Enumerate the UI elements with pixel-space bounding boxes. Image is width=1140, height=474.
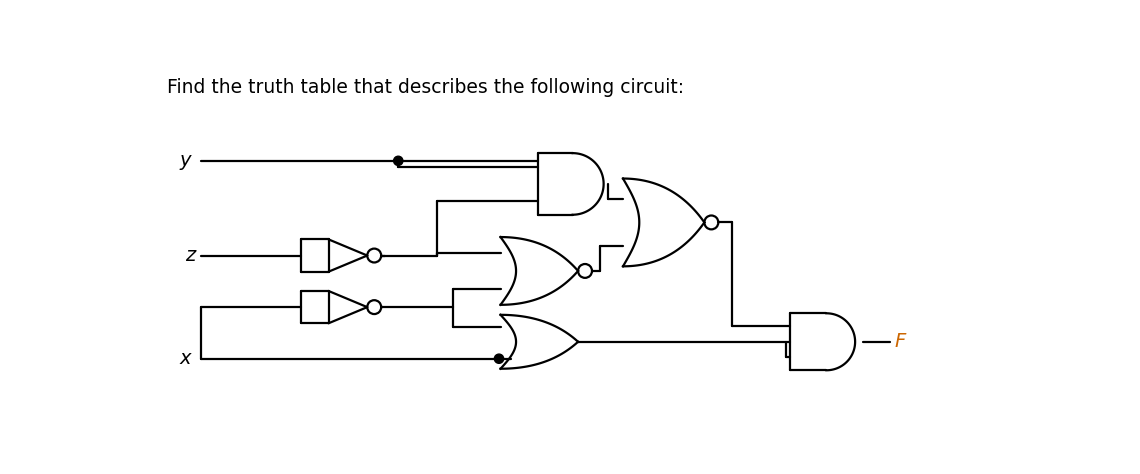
Text: x: x xyxy=(180,349,192,368)
Text: y: y xyxy=(180,151,192,170)
Text: z: z xyxy=(185,246,195,265)
Text: F: F xyxy=(894,332,905,351)
Circle shape xyxy=(393,156,402,165)
Circle shape xyxy=(495,354,504,364)
Text: Find the truth table that describes the following circuit:: Find the truth table that describes the … xyxy=(168,78,684,98)
